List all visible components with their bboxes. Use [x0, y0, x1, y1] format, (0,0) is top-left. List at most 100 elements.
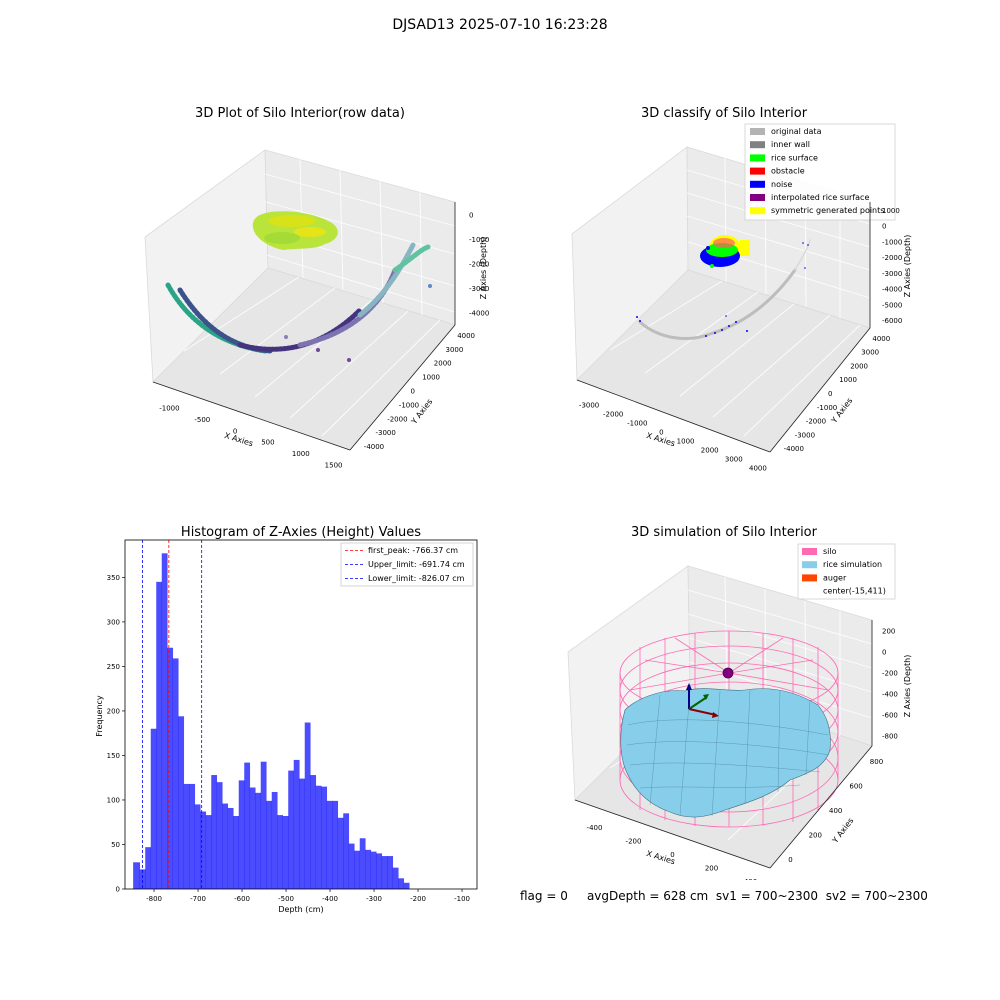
- z-tick-label: -200: [882, 670, 898, 678]
- histogram-bar: [227, 807, 234, 889]
- histogram-bar: [233, 815, 240, 889]
- z-tick-label: 0: [882, 649, 886, 657]
- legend-item-label: obstacle: [771, 167, 805, 176]
- histogram-bar: [194, 804, 201, 889]
- y-tick-label: -3000: [376, 429, 396, 437]
- y-axis-label: Frequency: [95, 695, 104, 737]
- flag-text: flag = 0: [520, 889, 568, 903]
- z-tick-label: -2000: [469, 261, 489, 269]
- legend-item-label: inner wall: [771, 140, 810, 149]
- legend-item-label: noise: [771, 180, 792, 189]
- z-tick-label: -4000: [882, 286, 902, 294]
- y-tick-label: 50: [111, 841, 120, 849]
- y-tick-label: -2000: [387, 415, 407, 423]
- histogram-bar: [403, 882, 410, 889]
- z-tick-label: -3000: [882, 270, 902, 278]
- legend-swatch: [750, 141, 765, 149]
- z-axis-label: Z Axies (Depth): [479, 237, 488, 300]
- x-tick-label: 2000: [701, 447, 719, 455]
- histogram-bar: [315, 785, 322, 889]
- y-axis-label: Y Axies: [830, 816, 855, 845]
- z-tick-label: -5000: [882, 301, 902, 309]
- sv2-text: sv2 = 700~2300: [825, 889, 928, 903]
- legend-item-label: silo: [823, 547, 837, 556]
- histogram-bar: [205, 815, 212, 889]
- histogram-bars: [133, 553, 410, 889]
- panel-3d-classify: 3D classify of Silo Interior or: [571, 106, 912, 473]
- histogram-bar: [293, 759, 300, 889]
- legend: silo rice simulation auger center(-15,411): [797, 543, 896, 600]
- x-tick-label: -300: [366, 895, 382, 903]
- histogram-bar: [354, 850, 361, 889]
- legend-swatch: [750, 180, 765, 188]
- y-tick-label: 100: [107, 796, 120, 804]
- histogram-bar: [178, 716, 185, 889]
- y-tick-label: 1000: [839, 376, 857, 384]
- x-tick-label: 1000: [292, 450, 310, 458]
- x-tick-label: 200: [705, 865, 718, 873]
- x-axis-label: X Axies: [223, 431, 254, 448]
- histogram-bar: [133, 862, 141, 889]
- y-tick-label: 150: [107, 752, 120, 760]
- histogram-bar: [216, 782, 223, 889]
- x-axis-label: Depth (cm): [278, 905, 323, 914]
- panel-histogram: Histogram of Z-Axies (Height) Values -80…: [95, 525, 478, 914]
- y-ticks: -4000 -3000 -2000 -1000 0 1000 2000 3000 4000: [784, 335, 891, 453]
- x-tick-label: -800: [146, 895, 162, 903]
- histogram-bar: [282, 815, 289, 889]
- z-tick-label: -4000: [469, 310, 489, 318]
- histogram-bar: [249, 787, 256, 889]
- z-tick-label: -600: [882, 712, 898, 720]
- x-tick-label: -700: [190, 895, 206, 903]
- x-tick-label: 500: [261, 439, 274, 447]
- histogram-bar: [321, 786, 328, 889]
- y-tick-label: 4000: [457, 332, 475, 340]
- y-tick-label: 600: [849, 783, 862, 791]
- histogram-bar: [370, 851, 377, 889]
- plot-area: -800 -700 -600 -500 -400 -300 -200 -100 0 50 100 15…: [107, 539, 478, 903]
- x-tick-label: -1000: [627, 420, 647, 428]
- noise-points: [636, 242, 809, 337]
- y-tick-label: 250: [107, 663, 120, 671]
- histogram-bar: [222, 803, 229, 889]
- x-tick-label: -400: [587, 824, 603, 832]
- x-tick-label: 0: [670, 851, 674, 859]
- z-ticks: 0 -1000 -2000 -3000 -4000: [469, 211, 489, 317]
- histogram-bar: [150, 728, 157, 889]
- rice-cluster: [700, 235, 750, 268]
- legend-swatch: [750, 167, 765, 175]
- x-tick-label: -1000: [159, 405, 179, 413]
- legend-item-label: rice simulation: [823, 560, 882, 569]
- y-tick-label: 1000: [422, 374, 440, 382]
- z-tick-label: 0: [469, 211, 473, 219]
- x-tick-label: -200: [626, 837, 642, 845]
- y-tick-label: 3000: [446, 346, 464, 354]
- histogram-bar: [337, 817, 344, 889]
- y-tick-label: -1000: [399, 401, 419, 409]
- panel-title: 3D classify of Silo Interior: [641, 106, 808, 121]
- y-tick-label: 2000: [434, 360, 452, 368]
- status-footer: flag = 0 avgDepth = 628 cm sv1 = 700~230…: [520, 889, 928, 903]
- histogram-bar: [365, 849, 372, 889]
- histogram-bar: [200, 811, 207, 889]
- outlier-points: [284, 284, 432, 362]
- histogram-bar: [156, 581, 163, 889]
- z-tick-label: -800: [882, 733, 898, 741]
- panel-3d-simulation: 3D simulation of Silo Interior: [567, 525, 912, 880]
- y-tick-label: 0: [116, 886, 120, 894]
- z-tick-label: 1000: [882, 207, 900, 215]
- axis-lines: [574, 620, 873, 869]
- histogram-bar: [167, 647, 174, 889]
- panel-title: 3D Plot of Silo Interior(row data): [195, 106, 405, 121]
- legend-item-label: auger: [823, 573, 847, 582]
- legend-item-label: first_peak: -766.37 cm: [368, 546, 458, 555]
- avg-depth-text: avgDepth = 628 cm: [586, 889, 709, 903]
- histogram-bar: [376, 853, 383, 889]
- histogram-bar: [332, 800, 339, 889]
- rice-surface-cluster: [252, 211, 338, 250]
- legend: original data inner wall rice surface obsta…: [744, 123, 896, 221]
- z-tick-label: -1000: [469, 236, 489, 244]
- histogram-bar: [244, 762, 251, 889]
- x-tick-label: -100: [454, 895, 470, 903]
- histogram-bar: [304, 722, 311, 889]
